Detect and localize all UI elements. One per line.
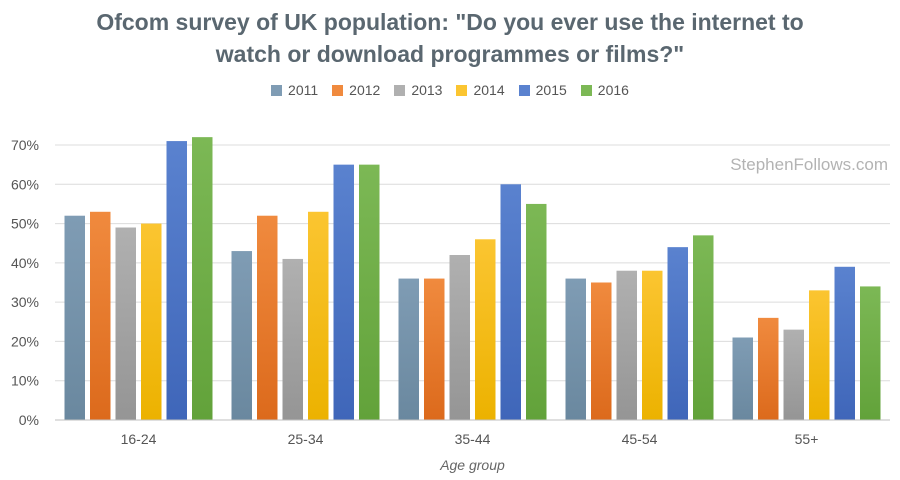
chart-title-line-2: watch or download programmes or films?" — [215, 41, 685, 67]
chart-title-line-1: Ofcom survey of UK population: "Do you e… — [96, 9, 804, 35]
legend-label-2013: 2013 — [411, 82, 443, 98]
legend-swatch-2011 — [271, 84, 283, 96]
bar-25-34-2013 — [282, 258, 303, 420]
y-tick-label: 30% — [11, 294, 39, 310]
bar-16-24-2013 — [115, 227, 136, 420]
bar-25-34-2011 — [231, 251, 252, 420]
x-tick-label: 55+ — [795, 431, 819, 447]
bar-25-34-2016 — [359, 164, 380, 420]
bar-16-24-2014 — [141, 223, 162, 420]
y-tick-label: 50% — [11, 216, 39, 232]
bar-45-54-2015 — [667, 247, 688, 420]
bar-35-44-2013 — [449, 255, 470, 420]
legend-label-2011: 2011 — [288, 82, 319, 98]
legend-item-2011: 2011 — [271, 82, 318, 98]
bar-45-54-2012 — [591, 282, 612, 420]
x-tick-label: 35-44 — [455, 431, 491, 447]
legend-label-2015: 2015 — [535, 82, 567, 98]
bar-45-54-2016 — [693, 235, 714, 420]
bar-25-34-2014 — [308, 211, 329, 420]
bar-16-24-2011 — [64, 215, 85, 420]
legend-swatch-2015 — [518, 84, 530, 96]
y-tick-label: 20% — [11, 333, 39, 349]
y-tick-label: 0% — [19, 412, 39, 428]
bar-55+-2014 — [809, 290, 830, 420]
legend-label-2016: 2016 — [597, 82, 629, 98]
legend-item-2013: 2013 — [394, 82, 442, 98]
y-tick-label: 40% — [11, 255, 39, 271]
bar-35-44-2016 — [526, 203, 547, 420]
bar-35-44-2012 — [424, 278, 445, 420]
x-tick-label: 45-54 — [622, 431, 658, 447]
bar-16-24-2016 — [192, 137, 213, 420]
bar-35-44-2014 — [475, 239, 496, 420]
x-tick-label: 16-24 — [121, 431, 157, 447]
x-tick-label: 25-34 — [288, 431, 324, 447]
legend-item-2016: 2016 — [580, 82, 629, 98]
x-axis-label: Age group — [439, 457, 505, 473]
bar-55+-2012 — [758, 317, 779, 420]
bar-16-24-2015 — [166, 141, 187, 421]
y-tick-label: 70% — [11, 137, 39, 153]
bar-25-34-2012 — [257, 215, 278, 420]
bar-45-54-2011 — [565, 278, 586, 420]
chart-legend: 2011 2012 2013 2014 2015 2016 — [0, 82, 900, 98]
legend-swatch-2012 — [332, 84, 344, 96]
y-tick-label: 10% — [11, 373, 39, 389]
legend-swatch-2016 — [580, 84, 592, 96]
bar-16-24-2012 — [90, 211, 111, 420]
watermark-text: StephenFollows.com — [730, 155, 888, 174]
bar-55+-2011 — [732, 337, 753, 420]
legend-item-2012: 2012 — [332, 82, 380, 98]
legend-swatch-2013 — [394, 84, 406, 96]
legend-swatch-2014 — [456, 84, 468, 96]
bar-45-54-2014 — [642, 270, 663, 420]
bar-45-54-2013 — [616, 270, 637, 420]
y-tick-label: 60% — [11, 176, 39, 192]
bar-35-44-2011 — [398, 278, 419, 420]
legend-label-2012: 2012 — [349, 82, 381, 98]
bar-55+-2016 — [860, 286, 881, 420]
bar-55+-2013 — [783, 329, 804, 420]
legend-item-2015: 2015 — [518, 82, 567, 98]
bar-25-34-2015 — [333, 164, 354, 420]
legend-item-2014: 2014 — [456, 82, 505, 98]
bar-55+-2015 — [834, 266, 855, 420]
legend-label-2014: 2014 — [473, 82, 505, 98]
bar-35-44-2015 — [500, 184, 521, 420]
chart-title: Ofcom survey of UK population: "Do you e… — [0, 6, 900, 70]
